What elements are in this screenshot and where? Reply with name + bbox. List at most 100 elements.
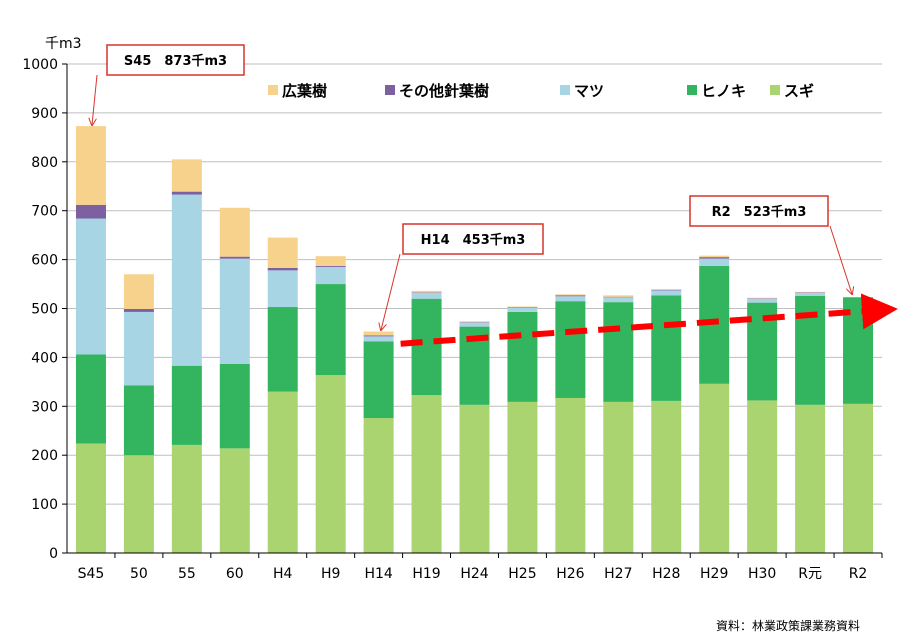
bar-segment-ヒノキ-H4 [267, 307, 298, 392]
bar-segment-マツ-H29 [699, 258, 730, 266]
legend-swatch-広葉樹 [268, 85, 278, 95]
trend-arrow [400, 293, 898, 347]
bar-segment-ヒノキ-H14 [363, 341, 394, 419]
bar-segment-マツ-H14 [363, 336, 394, 342]
bar-segment-その他針葉樹-60 [219, 256, 250, 259]
callout-box [402, 223, 544, 255]
annotations: S45 873千m3 H14 453千m3 R2 523千m3 [92, 44, 898, 347]
axes: 0 100 200 300 400 500 600 700 800 900 1000 S45 50 55 6… [22, 57, 883, 582]
bar-segment-スギ-H19 [411, 395, 442, 553]
y-tick-label: 1000 [22, 57, 58, 73]
bar-segment-広葉樹-H28 [651, 288, 682, 290]
bar-segment-その他針葉樹-H29 [699, 257, 730, 259]
x-tick-label: 55 [178, 566, 196, 582]
legend-label-マツ: マツ [574, 82, 604, 100]
x-tick-label: R元 [798, 566, 822, 582]
source-note: 資料：林業政策課業務資料 [716, 618, 860, 633]
bar-segment-広葉樹-H19 [411, 290, 442, 293]
bar-segment-広葉樹-H29 [699, 255, 730, 258]
x-tick-label: 60 [226, 566, 244, 582]
x-tick-label: H26 [556, 566, 584, 582]
y-tick-label: 600 [31, 253, 58, 269]
y-tick-label: 500 [31, 302, 58, 318]
bar-segment-その他針葉樹-H9 [315, 265, 346, 267]
bar-segment-スギ-50 [123, 455, 154, 553]
y-tick-label: 800 [31, 155, 58, 171]
bar-segment-マツ-H26 [555, 296, 586, 302]
bar-segment-スギ-H26 [555, 397, 586, 553]
x-tick-label: H25 [508, 566, 536, 582]
bar-segment-マツ-H25 [507, 308, 538, 312]
y-tick-label: 100 [31, 497, 58, 513]
bar-segment-スギ-60 [219, 448, 250, 553]
legend-label-その他針葉樹: その他針葉樹 [399, 82, 489, 100]
x-tick-label: S45 [78, 566, 105, 582]
bar-segment-広葉樹-50 [123, 274, 154, 309]
bar-segment-スギ-H30 [747, 400, 778, 553]
callout-box [689, 195, 829, 227]
bar-segment-その他針葉樹-H26 [555, 295, 586, 297]
bar-segment-ヒノキ-H25 [507, 311, 538, 402]
bar-segment-マツ-R元 [795, 292, 826, 296]
bar-segment-広葉樹-H24 [459, 321, 490, 323]
legend-swatch-ヒノキ [687, 85, 697, 95]
x-tick-label: H30 [748, 566, 776, 582]
y-tick-label: 700 [31, 204, 58, 220]
bar-segment-広葉樹-H25 [507, 306, 538, 308]
bar-segment-ヒノキ-S45 [75, 354, 106, 444]
bar-segment-その他針葉樹-55 [171, 191, 202, 195]
bar-segment-ヒノキ-H26 [555, 301, 586, 398]
bar-segment-その他針葉樹-H4 [267, 267, 298, 271]
bar-segment-スギ-H4 [267, 391, 298, 553]
bar-segment-ヒノキ-H9 [315, 284, 346, 376]
y-tick-label: 300 [31, 399, 58, 415]
legend-label-スギ: スギ [784, 82, 814, 100]
bar-segment-スギ-R元 [795, 404, 826, 553]
legend-label-ヒノキ: ヒノキ [701, 82, 746, 100]
bar-segment-スギ-H9 [315, 375, 346, 553]
legend-swatch-マツ [560, 85, 570, 95]
bar-segment-ヒノキ-50 [123, 385, 154, 456]
bar-segment-マツ-H30 [747, 298, 778, 303]
x-tick-label: H9 [321, 566, 340, 582]
x-tick-label: 50 [130, 566, 148, 582]
bar-segment-マツ-50 [123, 311, 154, 386]
bar-segment-マツ-S45 [75, 218, 106, 355]
callout-label: S45 873千m3 [124, 53, 227, 69]
callout-box [106, 44, 245, 76]
bar-segment-その他針葉樹-H14 [363, 335, 394, 337]
bar-segment-広葉樹-H9 [315, 256, 346, 266]
x-tick-label: H19 [412, 566, 440, 582]
bar-segment-スギ-H29 [699, 383, 730, 553]
legend-swatch-スギ [770, 85, 780, 95]
callout-arrow [829, 225, 852, 294]
x-tick-label: H24 [460, 566, 488, 582]
bar-segment-マツ-H28 [651, 290, 682, 296]
legend-label-広葉樹: 広葉樹 [282, 82, 327, 100]
bar-segment-ヒノキ-55 [171, 365, 202, 445]
bar-segment-ヒノキ-H28 [651, 295, 682, 401]
bar-segment-マツ-H9 [315, 266, 346, 285]
x-tick-label: H29 [700, 566, 728, 582]
y-tick-label: 400 [31, 350, 58, 366]
bar-segment-スギ-H28 [651, 400, 682, 553]
bar-segment-広葉樹-H4 [267, 237, 298, 268]
y-axis-unit-label: 千m3 [45, 36, 82, 52]
bar-segment-広葉樹-S45 [75, 126, 106, 205]
bar-segment-スギ-H27 [603, 401, 634, 553]
x-tick-label: R2 [849, 566, 868, 582]
legend-swatch-その他針葉樹 [385, 85, 395, 95]
bar-segment-広葉樹-55 [171, 159, 202, 192]
bar-segment-広葉樹-60 [219, 207, 250, 257]
bar-segment-マツ-H19 [411, 292, 442, 299]
bar-segment-スギ-H14 [363, 418, 394, 553]
bar-segment-マツ-60 [219, 258, 250, 364]
bar-segment-マツ-H4 [267, 270, 298, 308]
bar-segment-スギ-55 [171, 444, 202, 553]
bar-segment-広葉樹-H26 [555, 294, 586, 296]
callout-label: R2 523千m3 [712, 204, 807, 220]
bar-segment-ヒノキ-60 [219, 363, 250, 449]
x-tick-label: H4 [273, 566, 293, 582]
